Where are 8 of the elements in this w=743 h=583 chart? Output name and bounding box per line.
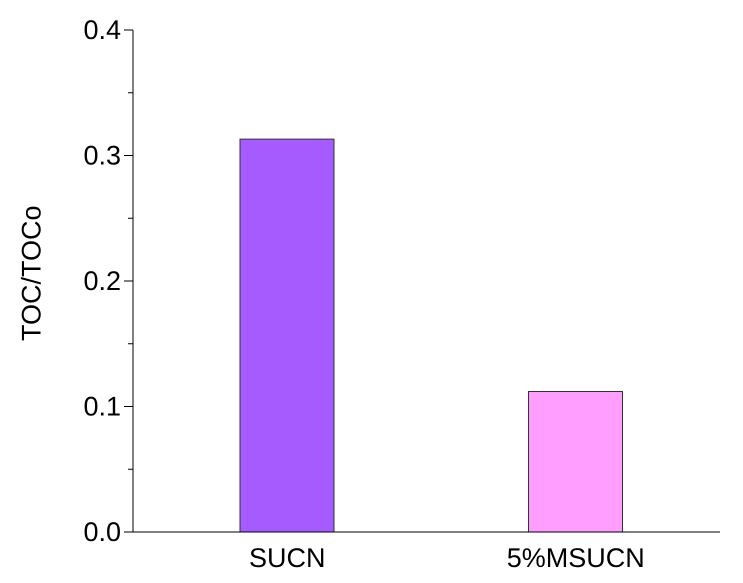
y-tick-label: 0.0 <box>83 517 121 547</box>
y-tick-label: 0.2 <box>83 266 121 296</box>
y-axis-title: TOC/TOCo <box>16 205 47 341</box>
y-tick-label: 0.1 <box>83 392 121 422</box>
x-tick-label: 5%MSUCN <box>506 543 645 574</box>
y-tick-label: 0.3 <box>83 140 121 170</box>
x-tick-label: SUCN <box>248 543 326 574</box>
y-tick-label: 0.4 <box>83 15 121 45</box>
